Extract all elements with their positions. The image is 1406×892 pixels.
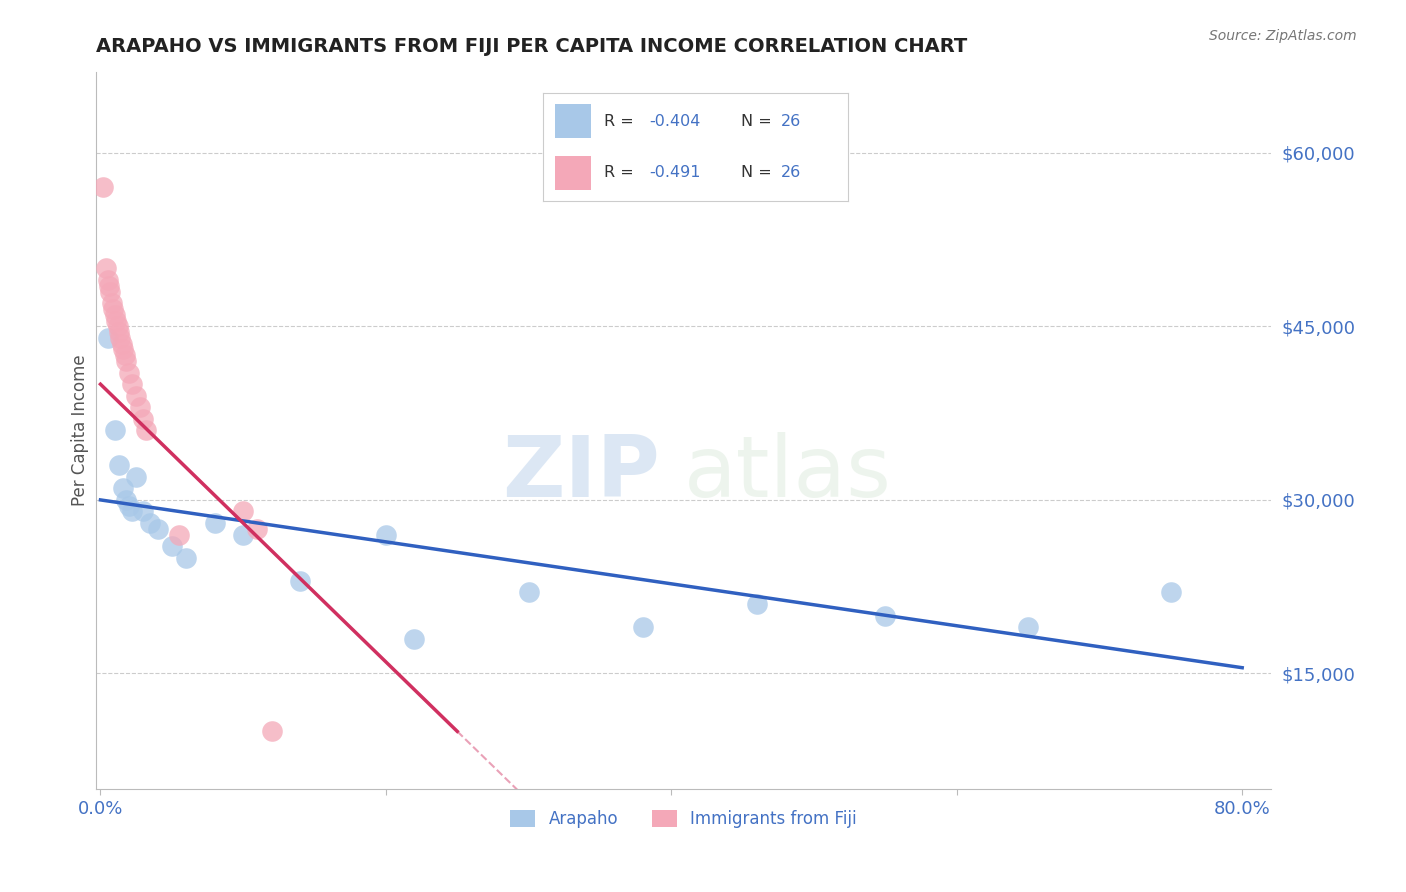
Point [115, 492, 138, 507]
Point [631, 620, 654, 634]
Point [121, 377, 143, 392]
Point [290, 574, 312, 588]
Point [139, 516, 162, 530]
Point [91, 180, 114, 194]
Text: Source: ZipAtlas.com: Source: ZipAtlas.com [1209, 29, 1357, 43]
Point [246, 522, 269, 536]
Point [135, 424, 157, 438]
Text: ZIP: ZIP [502, 432, 659, 515]
Point [232, 527, 254, 541]
Point [111, 336, 134, 351]
Point [174, 550, 197, 565]
Point [118, 366, 141, 380]
Point [96, 261, 118, 276]
Point [112, 343, 135, 357]
Text: atlas: atlas [683, 432, 891, 515]
Point [374, 527, 396, 541]
Point [115, 354, 138, 368]
Point [260, 724, 283, 739]
Point [97, 331, 120, 345]
Point [125, 469, 148, 483]
Point [108, 325, 131, 339]
Point [129, 401, 152, 415]
Point [167, 527, 190, 541]
Point [114, 348, 136, 362]
Y-axis label: Per Capita Income: Per Capita Income [72, 355, 89, 507]
Point [1160, 585, 1182, 599]
Point [100, 285, 122, 299]
Point [101, 296, 124, 310]
Legend: Arapaho, Immigrants from Fiji: Arapaho, Immigrants from Fiji [503, 803, 863, 835]
Point [232, 504, 254, 518]
Point [107, 319, 129, 334]
Point [118, 499, 141, 513]
Point [104, 308, 127, 322]
Point [97, 273, 120, 287]
Point [204, 516, 226, 530]
Point [146, 522, 169, 536]
Point [875, 608, 897, 623]
Point [98, 278, 121, 293]
Point [404, 632, 426, 646]
Point [103, 301, 125, 316]
Point [132, 504, 155, 518]
Point [160, 539, 183, 553]
Point [121, 504, 143, 518]
Point [105, 313, 128, 327]
Point [112, 481, 135, 495]
Point [132, 412, 155, 426]
Point [745, 597, 768, 611]
Point [104, 424, 127, 438]
Point [517, 585, 540, 599]
Point [125, 389, 148, 403]
Text: ARAPAHO VS IMMIGRANTS FROM FIJI PER CAPITA INCOME CORRELATION CHART: ARAPAHO VS IMMIGRANTS FROM FIJI PER CAPI… [96, 37, 967, 56]
Point [108, 458, 131, 473]
Point [1017, 620, 1039, 634]
Point [110, 331, 132, 345]
